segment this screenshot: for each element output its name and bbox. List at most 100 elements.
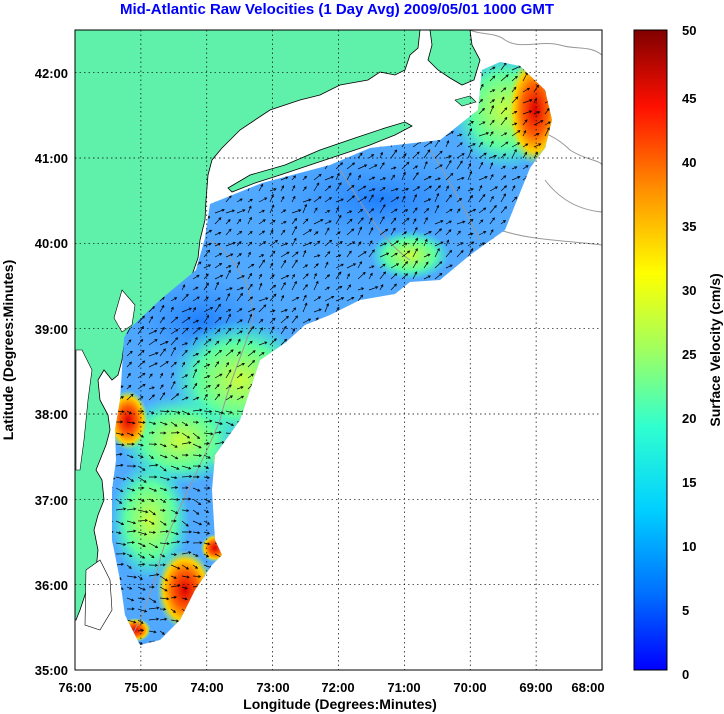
velocity-vector	[159, 372, 163, 379]
velocity-vector	[445, 208, 453, 214]
velocity-vector	[137, 476, 147, 483]
velocity-vector	[390, 149, 398, 159]
chesapeake-bay	[75, 349, 93, 471]
velocity-vector	[181, 349, 188, 357]
colorbar-tick-label: 35	[682, 219, 696, 234]
velocity-vector	[203, 432, 214, 436]
velocity-vector	[522, 99, 533, 104]
velocity-vector	[423, 161, 428, 170]
velocity-vector	[236, 218, 242, 225]
velocity-vector	[302, 302, 308, 313]
velocity-vector	[148, 421, 157, 425]
velocity-vector	[225, 421, 235, 427]
velocity-vector	[478, 121, 486, 126]
velocity-vector	[192, 454, 203, 458]
velocity-vector	[313, 240, 321, 247]
velocity-vector	[115, 420, 124, 424]
velocity-vector	[335, 231, 341, 236]
velocity-vector	[236, 292, 243, 302]
velocity-vector	[401, 250, 411, 258]
velocity-vector	[500, 74, 509, 82]
velocity-vector	[192, 274, 200, 280]
velocity-vector	[258, 183, 264, 192]
colorbar-tick-label: 40	[682, 155, 696, 170]
velocity-vector	[368, 176, 376, 181]
velocity-vector	[181, 342, 188, 346]
velocity-vector	[159, 341, 169, 346]
velocity-vector	[203, 419, 213, 423]
velocity-vector	[335, 306, 340, 313]
velocity-vector	[489, 131, 494, 137]
velocity-vector	[368, 249, 375, 258]
velocity-vector	[192, 327, 201, 335]
velocity-vector	[214, 262, 223, 269]
velocity-vector	[159, 508, 166, 512]
x-tick-label: 75:00	[124, 680, 157, 695]
chart-title: Mid-Atlantic Raw Velocities (1 Day Avg) …	[120, 1, 554, 18]
velocity-vector	[511, 122, 518, 126]
velocity-vector	[170, 421, 178, 427]
velocity-vector	[401, 273, 409, 280]
velocity-vector	[291, 328, 295, 335]
velocity-vector	[489, 154, 497, 159]
velocity-vector	[159, 348, 166, 357]
velocity-vector	[126, 454, 134, 459]
velocity-vector	[137, 628, 145, 632]
velocity-vector	[159, 563, 166, 567]
velocity-vector	[423, 141, 433, 148]
colorbar-tick-label: 50	[682, 23, 696, 38]
velocity-vector	[137, 349, 145, 357]
velocity-vector	[379, 162, 385, 170]
velocity-vector	[522, 119, 528, 126]
velocity-vector	[247, 359, 256, 368]
velocity-vector	[390, 273, 398, 280]
velocity-vector	[544, 107, 550, 115]
velocity-vector	[137, 465, 146, 471]
velocity-vector	[170, 584, 181, 588]
velocity-vector	[192, 553, 199, 557]
velocity-vector	[225, 349, 234, 357]
velocity-vector	[126, 619, 137, 624]
velocity-vector	[368, 194, 374, 203]
velocity-vector	[148, 454, 154, 459]
velocity-vector	[203, 350, 211, 357]
velocity-vector	[478, 219, 484, 225]
velocity-vector	[401, 171, 406, 181]
velocity-vector	[434, 177, 441, 181]
velocity-vector	[148, 338, 158, 346]
velocity-vector	[489, 89, 496, 93]
velocity-vector	[401, 161, 410, 170]
velocity-vector	[324, 197, 333, 203]
velocity-vector	[489, 195, 494, 203]
velocity-vector	[390, 166, 397, 170]
velocity-vector	[324, 295, 335, 302]
velocity-vector	[489, 173, 494, 181]
velocity-vector	[335, 162, 344, 170]
velocity-vector	[126, 361, 132, 368]
velocity-vector	[159, 617, 168, 621]
x-axis-label: Longitude (Degrees:Minutes)	[243, 696, 437, 712]
velocity-vector	[302, 294, 307, 302]
y-tick-label: 35:00	[35, 663, 68, 678]
velocity-vector	[225, 338, 232, 346]
velocity-vector	[159, 586, 168, 592]
velocity-vector	[324, 286, 330, 291]
velocity-vector	[214, 373, 223, 379]
velocity-vector	[500, 87, 507, 93]
velocity-vector	[137, 619, 144, 624]
velocity-vector	[170, 486, 179, 490]
velocity-vector	[192, 420, 200, 424]
velocity-vector	[203, 531, 211, 535]
velocity-vector	[170, 476, 178, 480]
velocity-vector	[112, 519, 114, 523]
velocity-vector	[148, 315, 153, 324]
velocity-vector	[445, 159, 452, 170]
velocity-vector	[170, 337, 179, 346]
velocity-vector	[291, 251, 299, 258]
velocity-vector	[368, 164, 378, 170]
velocity-vector	[423, 261, 429, 269]
velocity-vector	[324, 220, 332, 225]
velocity-vector	[148, 573, 160, 577]
velocity-vector	[203, 498, 211, 503]
velocity-vector	[379, 177, 387, 181]
